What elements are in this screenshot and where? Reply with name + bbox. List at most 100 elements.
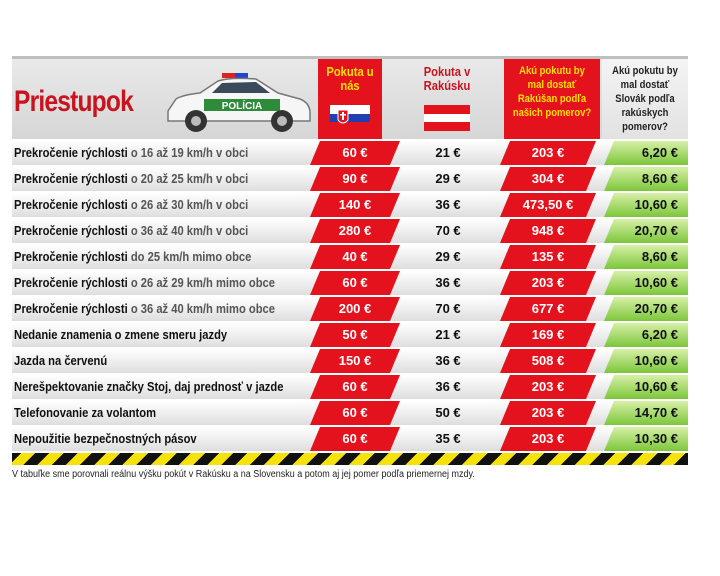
- slovak-equiv: 8,60 €: [604, 245, 688, 269]
- offence-label: Prekročenie rýchlosti o 16 až 19 km/h v …: [14, 145, 248, 160]
- col-header-slovak-equiv: Akú pokutu by mal dostať Slovák podľa ra…: [602, 59, 688, 139]
- fine-at: 36 €: [435, 379, 461, 394]
- fine-at: 36 €: [435, 353, 461, 368]
- fine-sk: 40 €: [310, 245, 400, 269]
- offence-name: Prekročenie rýchlosti: [14, 223, 128, 238]
- offence-label: Nerešpektovanie značky Stoj, daj prednos…: [14, 379, 283, 394]
- fine-sk: 280 €: [310, 219, 400, 243]
- austrian-equiv: 677 €: [500, 297, 596, 321]
- austrian-equiv: 169 €: [500, 323, 596, 347]
- fine-sk: 90 €: [310, 167, 400, 191]
- fine-at: 21 €: [435, 327, 461, 342]
- table-body: Prekročenie rýchlosti o 16 až 19 km/h v …: [12, 141, 688, 451]
- austrian-equiv: 473,50 €: [500, 193, 596, 217]
- slovak-equiv: 8,60 €: [604, 167, 688, 191]
- fine-at: 29 €: [435, 171, 461, 186]
- offence-name: Jazda na červenú: [14, 353, 108, 368]
- austrian-equiv: 203 €: [500, 141, 596, 165]
- slovak-equiv: 10,60 €: [604, 375, 688, 399]
- table-title: Priestupok: [14, 85, 134, 118]
- offence-name: Nerešpektovanie značky Stoj, daj prednos…: [14, 379, 284, 394]
- offence-name: Prekročenie rýchlosti: [14, 197, 128, 212]
- col-header-fine-sk: Pokuta u nás: [318, 59, 382, 139]
- table-header: Priestupok POLÍCIA Pokuta u nás Pokuta v…: [12, 56, 688, 139]
- offence-name: Prekročenie rýchlosti: [14, 249, 128, 264]
- offence-detail: o 36 až 40 km/h v obci: [130, 223, 249, 238]
- offence-label: Telefonovanie za volantom: [14, 405, 156, 420]
- fine-sk: 60 €: [310, 141, 400, 165]
- car-label: POLÍCIA: [222, 99, 263, 112]
- fine-sk: 60 €: [310, 401, 400, 425]
- table-row: Nedanie znamenia o zmene smeru jazdy 50 €…: [12, 323, 688, 347]
- fine-sk: 60 €: [310, 375, 400, 399]
- fine-at: 29 €: [435, 249, 461, 264]
- slovak-equiv: 6,20 €: [604, 323, 688, 347]
- fine-at: 21 €: [435, 145, 461, 160]
- fine-at: 36 €: [435, 275, 461, 290]
- table-row: Nepoužitie bezpečnostných pásov 60 € 35 € 2…: [12, 427, 688, 451]
- austrian-equiv: 948 €: [500, 219, 596, 243]
- offence-label: Prekročenie rýchlosti o 20 až 25 km/h v …: [14, 171, 248, 186]
- offence-label: Jazda na červenú: [14, 353, 107, 368]
- offence-label: Prekročenie rýchlosti o 36 až 40 km/h v …: [14, 223, 248, 238]
- fine-at: 36 €: [435, 197, 461, 212]
- austrian-equiv: 203 €: [500, 271, 596, 295]
- offence-name: Prekročenie rýchlosti: [14, 171, 128, 186]
- slovak-equiv: 10,60 €: [604, 193, 688, 217]
- table-row: Prekročenie rýchlosti o 16 až 19 km/h v …: [12, 141, 688, 165]
- slovak-equiv: 6,20 €: [604, 141, 688, 165]
- footnote: V tabuľke sme porovnali reálnu výšku pok…: [12, 469, 475, 480]
- fine-sk: 60 €: [310, 427, 400, 451]
- austria-flag-icon: [424, 105, 470, 131]
- offence-name: Nepoužitie bezpečnostných pásov: [14, 431, 197, 446]
- fines-table: Priestupok POLÍCIA Pokuta u nás Pokuta v…: [12, 56, 688, 480]
- austrian-equiv: 203 €: [500, 375, 596, 399]
- table-row: Prekročenie rýchlosti o 26 až 30 km/h v …: [12, 193, 688, 217]
- fine-sk: 140 €: [310, 193, 400, 217]
- fine-at: 70 €: [435, 301, 461, 316]
- offence-label: Nepoužitie bezpečnostných pásov: [14, 431, 197, 446]
- slovak-equiv: 20,70 €: [604, 297, 688, 321]
- austrian-equiv: 508 €: [500, 349, 596, 373]
- police-car-icon: POLÍCIA: [167, 73, 311, 132]
- offence-name: Telefonovanie za volantom: [14, 405, 157, 420]
- table-row: Prekročenie rýchlosti o 36 až 40 km/h v …: [12, 219, 688, 243]
- fine-sk: 200 €: [310, 297, 400, 321]
- col-header-fine-at: Pokuta v Rakúsku: [412, 59, 482, 139]
- offence-detail: o 26 až 30 km/h v obci: [130, 197, 249, 212]
- hazard-stripe: [12, 453, 688, 465]
- slovakia-flag-icon: [330, 105, 370, 131]
- slovak-equiv: 14,70 €: [604, 401, 688, 425]
- offence-name: Nedanie znamenia o zmene smeru jazdy: [14, 327, 228, 342]
- col-header-austrian-equiv: Akú pokutu by mal dostať Rakúšan podľa n…: [504, 59, 600, 139]
- offence-label: Prekročenie rýchlosti do 25 km/h mimo ob…: [14, 249, 251, 264]
- slovak-equiv: 20,70 €: [604, 219, 688, 243]
- austrian-equiv: 304 €: [500, 167, 596, 191]
- table-row: Nerešpektovanie značky Stoj, daj prednos…: [12, 375, 688, 399]
- table-row: Prekročenie rýchlosti o 26 až 29 km/h mi…: [12, 271, 688, 295]
- offence-label: Prekročenie rýchlosti o 26 až 29 km/h mi…: [14, 275, 275, 290]
- slovak-equiv: 10,30 €: [604, 427, 688, 451]
- offence-label: Prekročenie rýchlosti o 36 až 40 km/h mi…: [14, 301, 275, 316]
- austrian-equiv: 203 €: [500, 427, 596, 451]
- austrian-equiv: 203 €: [500, 401, 596, 425]
- offence-detail: o 26 až 29 km/h mimo obce: [130, 275, 275, 290]
- offence-name: Prekročenie rýchlosti: [14, 145, 128, 160]
- slovak-equiv: 10,60 €: [604, 349, 688, 373]
- fine-at: 50 €: [435, 405, 461, 420]
- offence-detail: o 20 až 25 km/h v obci: [130, 171, 249, 186]
- offence-name: Prekročenie rýchlosti: [14, 275, 128, 290]
- offence-detail: o 16 až 19 km/h v obci: [130, 145, 249, 160]
- offence-detail: o 36 až 40 km/h mimo obce: [130, 301, 275, 316]
- offence-detail: do 25 km/h mimo obce: [130, 249, 252, 264]
- table-row: Prekročenie rýchlosti do 25 km/h mimo ob…: [12, 245, 688, 269]
- fine-at: 35 €: [435, 431, 461, 446]
- fine-sk: 60 €: [310, 271, 400, 295]
- table-row: Prekročenie rýchlosti o 20 až 25 km/h v …: [12, 167, 688, 191]
- offence-label: Prekročenie rýchlosti o 26 až 30 km/h v …: [14, 197, 248, 212]
- slovak-equiv: 10,60 €: [604, 271, 688, 295]
- offence-name: Prekročenie rýchlosti: [14, 301, 128, 316]
- fine-sk: 150 €: [310, 349, 400, 373]
- fine-sk: 50 €: [310, 323, 400, 347]
- table-row: Jazda na červenú 150 € 36 € 508 € 10,60 €: [12, 349, 688, 373]
